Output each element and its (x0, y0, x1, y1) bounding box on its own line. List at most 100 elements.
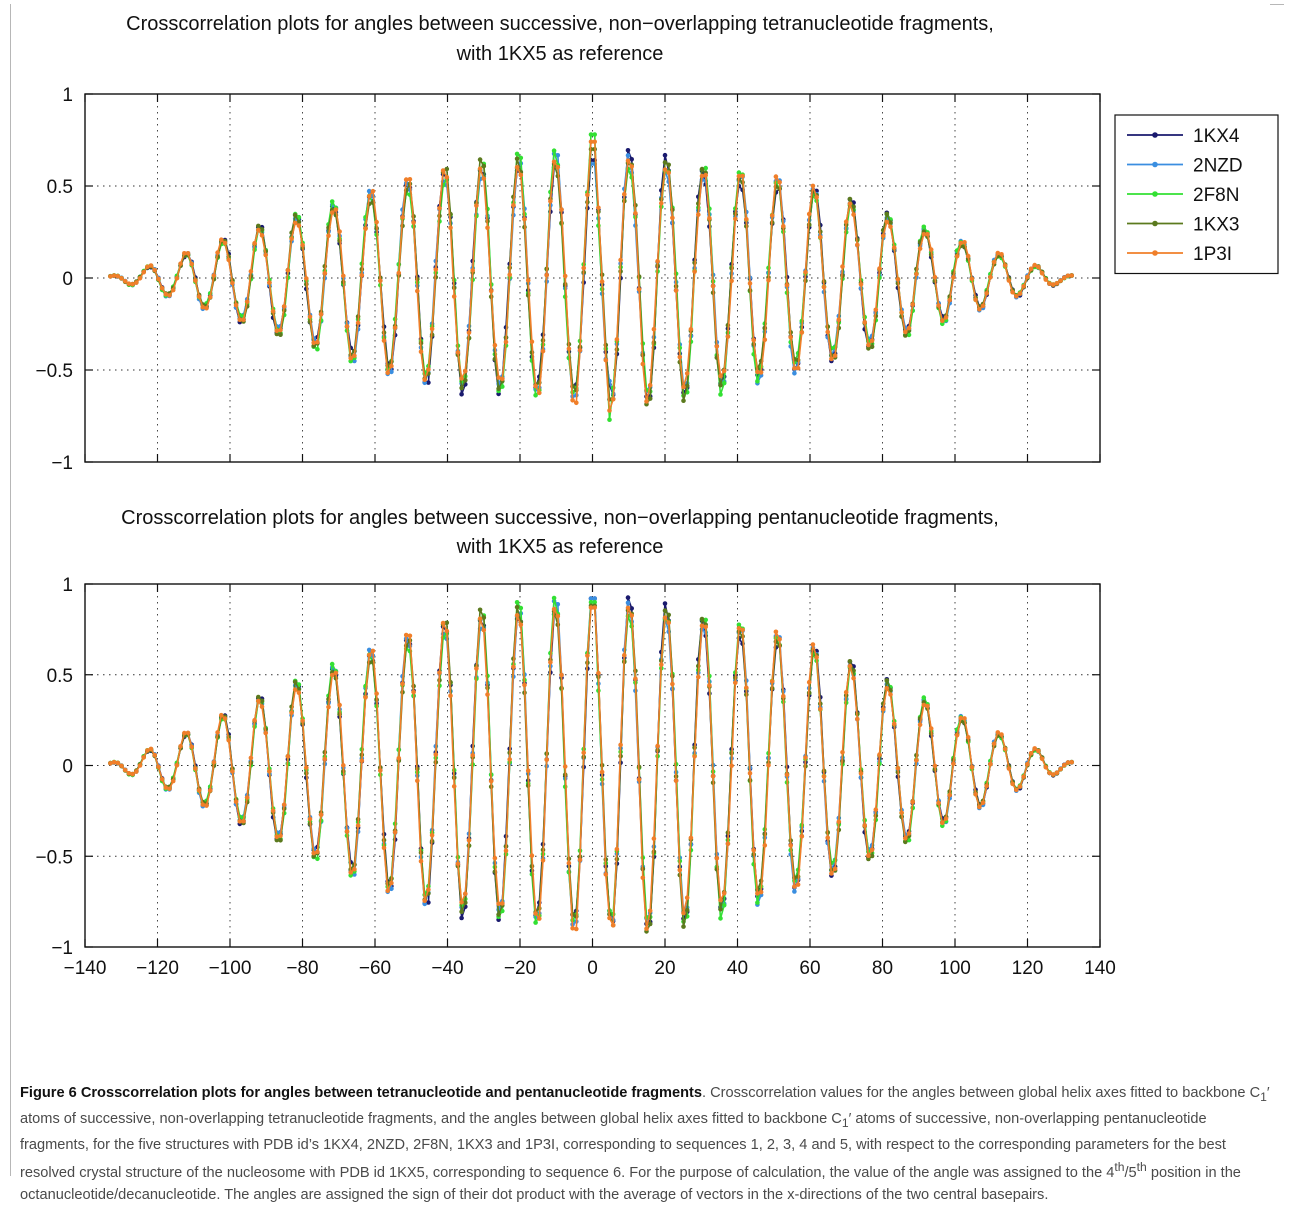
data-point (718, 897, 723, 903)
data-point (932, 274, 938, 280)
data-point (714, 855, 720, 861)
data-point (869, 344, 875, 350)
data-point (415, 288, 420, 294)
data-point (792, 884, 797, 889)
data-point (740, 173, 745, 179)
data-point (111, 273, 117, 278)
data-point (962, 240, 967, 245)
data-point (488, 288, 494, 294)
data-point (806, 679, 812, 685)
data-point (681, 398, 686, 404)
data-point (1043, 277, 1049, 282)
data-point (607, 915, 612, 921)
data-point (200, 304, 206, 310)
data-point (884, 219, 890, 225)
data-point (891, 721, 897, 727)
data-point (625, 600, 631, 605)
data-point (296, 223, 302, 228)
data-point (843, 690, 849, 695)
data-point (799, 834, 805, 839)
data-point (525, 278, 531, 283)
data-point (581, 750, 586, 755)
data-point (466, 330, 472, 335)
data-point (647, 382, 653, 388)
data-point (315, 346, 320, 352)
data-point (655, 258, 660, 264)
data-point (219, 712, 224, 718)
data-point (625, 605, 631, 611)
data-point (252, 717, 257, 723)
data-point (718, 906, 723, 912)
data-point (185, 251, 191, 256)
data-point (230, 280, 235, 286)
figure-panel: Crosscorrelation plots for angles betwee… (10, 4, 1284, 1203)
data-point (507, 272, 512, 278)
data-point (625, 158, 631, 163)
data-point (577, 857, 583, 863)
data-point (884, 686, 890, 691)
data-point (459, 385, 464, 391)
data-point (721, 903, 727, 908)
data-point (252, 240, 257, 246)
data-point (940, 820, 945, 826)
data-point (599, 279, 605, 284)
data-point (662, 167, 668, 172)
data-point (622, 192, 627, 197)
data-point (977, 804, 982, 810)
data-point (699, 173, 705, 179)
data-point (1002, 746, 1008, 752)
data-point (259, 704, 265, 709)
data-point (1014, 787, 1019, 793)
data-point (954, 253, 960, 259)
data-point (292, 220, 298, 226)
data-point (784, 283, 790, 288)
data-point (407, 633, 413, 639)
data-point (895, 277, 901, 282)
y-tick-label: 0 (62, 269, 73, 290)
data-point (551, 595, 557, 601)
data-point (884, 211, 890, 217)
data-point (614, 337, 620, 342)
data-point (333, 670, 339, 676)
data-point (115, 273, 121, 279)
data-point (503, 339, 509, 345)
data-point (115, 760, 121, 766)
data-point (965, 735, 971, 740)
data-point (548, 659, 553, 665)
data-point (466, 838, 472, 843)
data-point (906, 831, 912, 836)
data-point (411, 220, 416, 225)
data-point (141, 755, 146, 760)
data-point (488, 778, 494, 784)
data-point (370, 648, 376, 654)
data-point (1025, 274, 1030, 280)
data-point (296, 690, 302, 695)
data-point (1054, 770, 1060, 775)
data-point (736, 173, 742, 179)
data-point (670, 681, 675, 687)
data-point (588, 132, 594, 137)
data-point (403, 177, 409, 182)
legend-marker (1152, 250, 1158, 256)
data-point (241, 317, 246, 323)
data-point (906, 325, 912, 331)
data-point (459, 900, 464, 905)
data-point (629, 606, 634, 611)
data-point (148, 746, 154, 752)
data-point (777, 636, 782, 642)
data-point (477, 157, 483, 162)
data-point (818, 706, 823, 712)
data-point (788, 843, 793, 848)
data-point (932, 763, 938, 769)
data-point (836, 317, 842, 323)
data-point (559, 207, 564, 212)
data-point (134, 280, 139, 285)
data-point (496, 901, 501, 906)
data-point (866, 342, 871, 348)
data-point (640, 875, 646, 881)
data-point (644, 926, 649, 931)
data-point (1050, 282, 1056, 287)
data-point (108, 274, 113, 279)
data-point (832, 866, 838, 871)
legend-label: 1P3I (1193, 244, 1232, 265)
